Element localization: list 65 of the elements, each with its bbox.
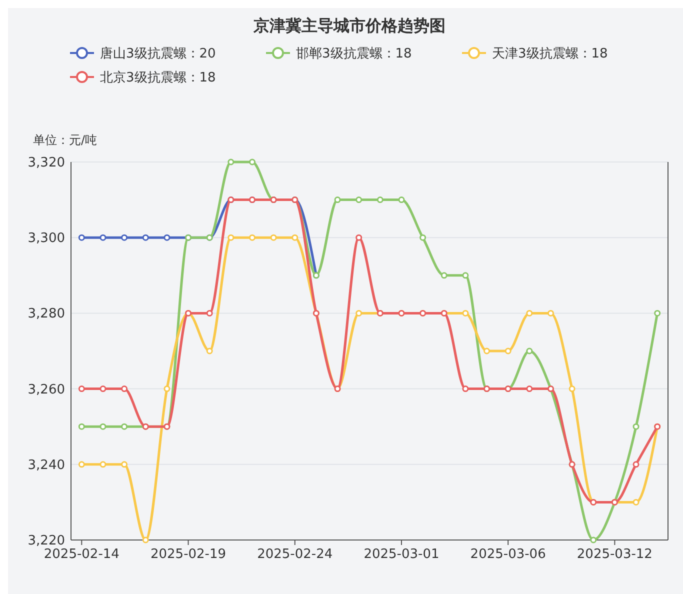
point — [248, 158, 256, 166]
point — [420, 234, 426, 241]
point — [121, 423, 128, 430]
point — [100, 461, 106, 468]
point — [654, 310, 661, 316]
point — [121, 234, 128, 241]
point — [206, 310, 213, 316]
x-tick-label: 2025-03-12 — [576, 547, 652, 562]
point — [292, 234, 298, 241]
point — [526, 348, 533, 354]
point — [398, 196, 405, 204]
y-axis-title: 单位：元/吨 — [33, 133, 98, 147]
point — [356, 234, 362, 241]
point — [78, 423, 85, 430]
y-tick-label: 3,240 — [28, 458, 65, 473]
point — [632, 461, 640, 468]
x-tick-label: 2025-02-14 — [44, 547, 120, 562]
point — [121, 461, 128, 468]
point — [334, 196, 341, 204]
point — [356, 196, 362, 204]
point — [78, 386, 85, 392]
point — [228, 158, 234, 166]
y-tick-label: 3,220 — [28, 534, 65, 548]
point — [547, 310, 554, 316]
point — [206, 348, 213, 354]
point — [462, 272, 469, 279]
legend-label: 邯郸3级抗震螺：18 — [296, 46, 412, 62]
x-tick-label: 2025-03-06 — [470, 547, 546, 562]
chart-title: 京津冀主导城市价格趋势图 — [252, 16, 446, 35]
legend-label: 天津3级抗震螺：18 — [492, 46, 608, 62]
y-tick-label: 3,320 — [28, 156, 65, 170]
point — [164, 234, 170, 241]
point — [568, 386, 576, 392]
point — [100, 386, 106, 392]
point — [228, 234, 234, 241]
point — [100, 423, 106, 430]
point — [462, 310, 469, 316]
point — [526, 310, 533, 316]
point — [504, 348, 512, 354]
y-tick-label: 3,280 — [28, 306, 65, 322]
y-tick-label: 3,260 — [28, 382, 65, 398]
x-tick-label: 2025-02-19 — [150, 547, 226, 562]
point — [78, 461, 85, 468]
point — [462, 386, 469, 392]
point — [142, 536, 149, 544]
x-tick-label: 2025-02-24 — [257, 547, 333, 562]
legend-label: 北京3级抗震螺：18 — [100, 70, 216, 86]
point — [376, 196, 384, 204]
point — [356, 310, 362, 316]
point — [632, 423, 640, 430]
point — [270, 234, 277, 241]
x-tick-label: 2025-03-01 — [364, 547, 440, 562]
point — [440, 272, 448, 279]
point — [164, 386, 170, 392]
point — [590, 536, 597, 544]
point — [78, 234, 85, 241]
point — [121, 386, 128, 392]
y-tick-label: 3,300 — [28, 231, 65, 246]
point — [142, 234, 149, 241]
point — [248, 234, 256, 241]
point — [100, 234, 106, 241]
point — [632, 498, 640, 506]
legend-label: 唐山3级抗震螺：20 — [100, 46, 216, 62]
point — [484, 348, 490, 354]
point — [526, 386, 533, 392]
